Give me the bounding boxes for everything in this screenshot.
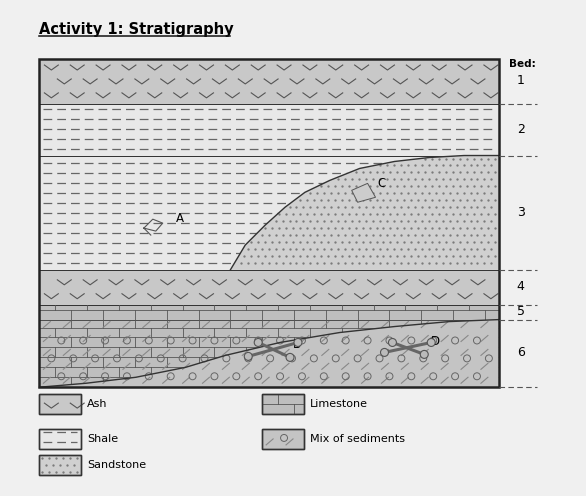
Bar [39,104,499,156]
Bar [39,270,499,305]
Text: A: A [176,212,183,225]
Bar [39,394,81,414]
Text: Ash: Ash [87,399,108,409]
Text: Sandstone: Sandstone [87,460,146,470]
Circle shape [244,353,252,361]
Bar [39,59,499,387]
Text: 4: 4 [517,280,524,293]
Bar [262,394,304,414]
Circle shape [380,348,389,357]
Bar [262,429,304,449]
Text: Mix of sediments: Mix of sediments [310,434,405,444]
Text: 6: 6 [517,346,524,359]
Text: Limestone: Limestone [310,399,368,409]
Polygon shape [352,184,376,202]
Text: 5: 5 [517,305,524,318]
Circle shape [294,338,302,346]
Text: 3: 3 [517,206,524,219]
Circle shape [427,338,435,346]
Circle shape [286,354,294,362]
Bar [39,319,499,387]
Text: 1: 1 [517,74,524,87]
Bar [39,429,81,449]
Text: B: B [293,338,301,351]
Circle shape [420,350,428,359]
Text: 2: 2 [517,123,524,136]
Bar [39,394,81,414]
Circle shape [254,338,262,346]
Text: Shale: Shale [87,434,118,444]
Bar [262,429,304,449]
Bar [39,455,81,475]
Polygon shape [230,156,499,270]
Polygon shape [39,319,499,387]
Bar [39,429,81,449]
Text: D: D [431,335,440,348]
Circle shape [389,338,396,346]
Bar [39,455,81,475]
Text: Activity 1: Stratigraphy: Activity 1: Stratigraphy [39,22,234,37]
Bar [39,305,499,319]
Bar [262,394,304,414]
Bar [39,59,499,104]
Text: Bed:: Bed: [509,59,536,69]
Text: C: C [377,177,386,190]
Bar [39,156,499,270]
